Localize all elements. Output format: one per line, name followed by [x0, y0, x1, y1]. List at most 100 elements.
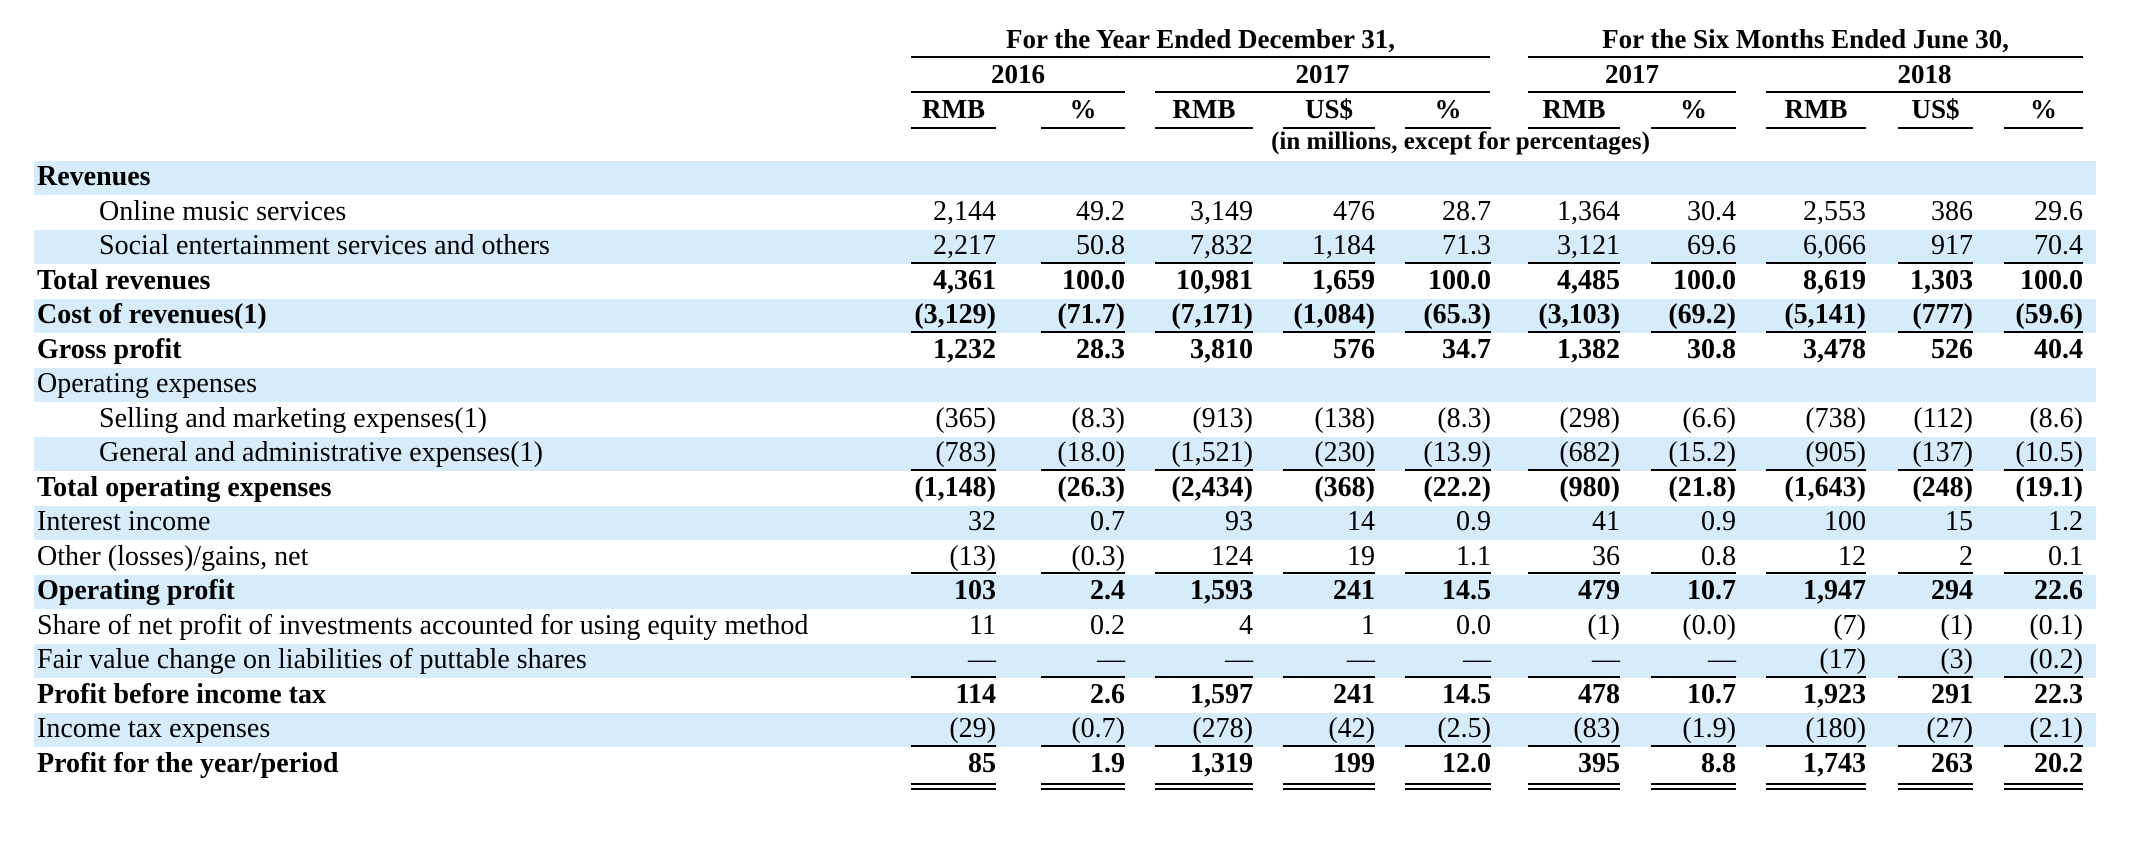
- subtotal-rule: [1155, 330, 1253, 333]
- subtotal-rule: [911, 744, 996, 747]
- table-cell: 50.8: [1076, 230, 1125, 261]
- header-rule: [1041, 127, 1125, 129]
- header-rule: [1651, 127, 1736, 129]
- column-header: US$: [1304, 94, 1353, 124]
- subtotal-rule: [1405, 468, 1491, 471]
- table-cell: 3,478: [1803, 333, 1866, 365]
- header-rule: [1766, 127, 1866, 129]
- subtotal-rule: [1898, 675, 1973, 678]
- row-band: [34, 161, 2096, 195]
- subtotal-rule: [1651, 744, 1736, 747]
- table-cell: 395: [1578, 747, 1620, 779]
- table-cell: 100.0: [2020, 264, 2083, 296]
- subtotal-rule: [1405, 744, 1491, 747]
- subtotal-rule: [1041, 261, 1125, 264]
- table-cell: (368): [1314, 471, 1375, 503]
- table-cell: (0.3): [1071, 540, 1125, 572]
- table-cell: —: [1347, 644, 1375, 675]
- total-double-rule: [1405, 783, 1491, 790]
- table-cell: 4,485: [1557, 264, 1620, 296]
- total-double-rule: [1155, 783, 1253, 790]
- row-band: [34, 644, 2096, 678]
- table-cell: 199: [1333, 747, 1375, 779]
- table-cell: (3,129): [914, 299, 996, 330]
- row-label: Interest income: [37, 506, 211, 537]
- subtotal-rule: [1405, 261, 1491, 264]
- subtotal-rule: [911, 468, 996, 471]
- table-cell: (59.6): [2015, 299, 2083, 330]
- table-cell: 1: [1361, 609, 1375, 641]
- total-double-rule: [1766, 783, 1866, 790]
- table-cell: 0.9: [1456, 506, 1491, 537]
- row-label: Operating profit: [37, 575, 235, 606]
- table-cell: 526: [1931, 333, 1973, 365]
- table-cell: (137): [1912, 437, 1973, 468]
- table-cell: (13.9): [1423, 437, 1491, 468]
- subtotal-rule: [1528, 744, 1620, 747]
- table-cell: 576: [1333, 333, 1375, 365]
- total-double-rule: [1283, 783, 1375, 790]
- subtotal-rule: [2004, 261, 2083, 264]
- table-cell: 34.7: [1442, 333, 1491, 365]
- subtotal-rule: [911, 675, 996, 678]
- table-cell: 241: [1333, 678, 1375, 710]
- table-cell: (13): [949, 540, 996, 572]
- table-cell: (0.7): [1071, 713, 1125, 744]
- table-cell: 1.9: [1090, 747, 1125, 779]
- total-double-rule: [911, 783, 996, 790]
- column-header: RMB: [922, 94, 985, 124]
- row-band: [34, 437, 2096, 471]
- table-cell: (905): [1805, 437, 1866, 468]
- table-cell: 10.7: [1687, 575, 1736, 606]
- table-cell: 1,923: [1803, 678, 1866, 710]
- subtotal-rule: [1155, 468, 1253, 471]
- column-header: %: [1069, 94, 1097, 124]
- table-cell: 12: [1838, 540, 1866, 572]
- header-rule: [1898, 127, 1973, 129]
- subtotal-rule: [1041, 744, 1125, 747]
- table-cell: 7,832: [1190, 230, 1253, 261]
- subtotal-rule: [1283, 572, 1375, 574]
- subtotal-rule: [1041, 675, 1125, 678]
- row-label: Selling and marketing expenses(1): [99, 402, 488, 434]
- subtotal-rule: [1651, 572, 1736, 574]
- subtotal-rule: [911, 330, 996, 333]
- row-band: [34, 575, 2096, 609]
- subtotal-rule: [1155, 261, 1253, 264]
- subtotal-rule: [1766, 675, 1866, 678]
- subtotal-rule: [1766, 468, 1866, 471]
- table-cell: (1,148): [914, 471, 996, 503]
- table-cell: 294: [1931, 575, 1973, 606]
- table-cell: 2,217: [933, 230, 996, 261]
- subtotal-rule: [2004, 572, 2083, 574]
- table-cell: 30.4: [1687, 195, 1736, 227]
- table-cell: 40.4: [2034, 333, 2083, 365]
- table-cell: (69.2): [1668, 299, 1736, 330]
- year-header: 2016: [991, 59, 1045, 89]
- column-header: RMB: [1542, 94, 1606, 124]
- table-cell: —: [1708, 644, 1736, 675]
- table-cell: (777): [1912, 299, 1973, 330]
- total-double-rule: [1651, 783, 1736, 790]
- table-cell: 10.7: [1687, 678, 1736, 710]
- header-rule: [1766, 91, 2083, 93]
- subtotal-rule: [1405, 330, 1491, 333]
- subtotal-rule: [1528, 675, 1620, 678]
- table-cell: 4: [1239, 609, 1253, 641]
- table-cell: 15: [1945, 506, 1973, 537]
- header-rule: [2004, 127, 2083, 129]
- table-cell: (298): [1559, 402, 1620, 434]
- table-cell: 124: [1211, 540, 1253, 572]
- table-cell: 478: [1578, 678, 1620, 710]
- subtotal-rule: [1766, 572, 1866, 574]
- table-cell: 476: [1333, 195, 1375, 227]
- table-cell: 103: [954, 575, 996, 606]
- table-cell: 19: [1347, 540, 1375, 572]
- table-cell: 29.6: [2034, 195, 2083, 227]
- table-cell: 85: [968, 747, 996, 779]
- table-cell: —: [1592, 644, 1620, 675]
- table-cell: 71.3: [1442, 230, 1491, 261]
- table-cell: 8.8: [1701, 747, 1736, 779]
- table-cell: (1,643): [1784, 471, 1866, 503]
- row-band: [34, 230, 2096, 264]
